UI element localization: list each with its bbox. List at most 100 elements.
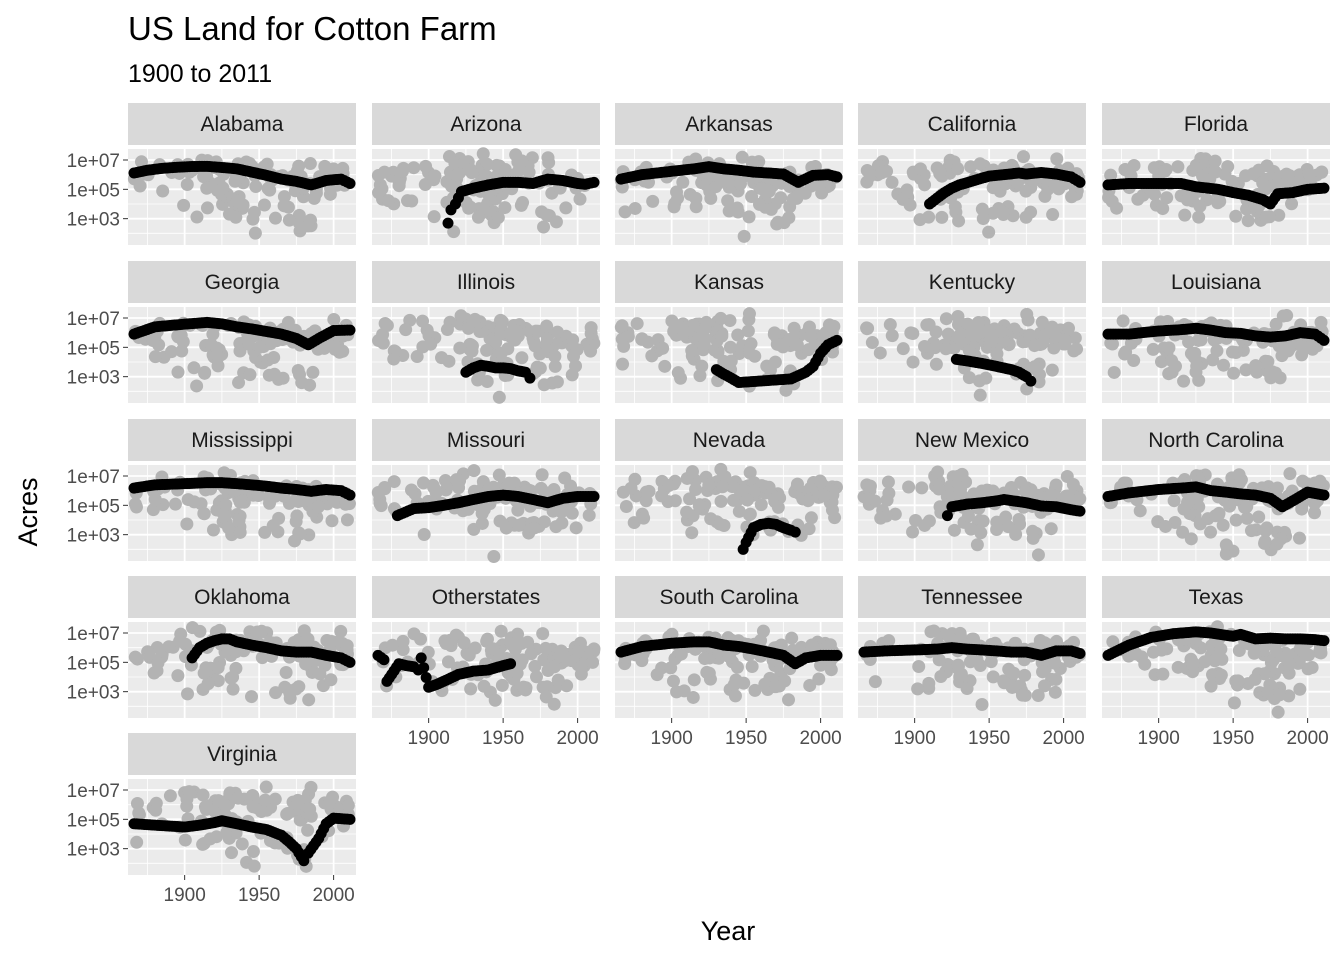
background-point [573,192,587,206]
background-point [1017,150,1031,164]
background-point [748,683,762,697]
background-point [906,327,920,341]
background-point [1046,208,1060,222]
background-point [951,658,965,672]
background-point [1273,371,1287,385]
background-point [763,363,777,377]
background-point [146,503,160,517]
background-point [776,340,790,354]
background-point [666,674,680,688]
background-point [1156,667,1170,681]
background-point [615,319,629,333]
background-point [165,345,179,359]
background-point [1073,492,1087,506]
background-point [1212,648,1226,662]
facet-panel: Mississippi 1e+03 1e+05 1e+07 [67,419,356,561]
facet-strip [128,103,356,145]
background-point [385,638,399,652]
background-point [1002,662,1016,676]
background-point [197,506,211,520]
background-point [457,636,471,650]
background-point [723,340,737,354]
background-point [624,481,638,495]
data-point [1074,505,1086,517]
background-point [1131,192,1145,206]
background-point [492,468,506,482]
background-point [1050,152,1064,166]
facet-strip-label: Illinois [457,271,515,294]
background-point [1229,513,1243,527]
x-tick-label: 1950 [482,728,524,749]
background-point [302,693,316,707]
background-point [1263,210,1277,224]
background-point [324,673,338,687]
y-tick-label: 1e+05 [67,653,120,674]
x-tick-label: 2000 [1042,728,1084,749]
background-point [742,508,756,522]
facet-strip-label: California [928,113,1017,136]
background-point [395,164,409,178]
background-point [477,502,491,516]
background-point [230,172,244,186]
facet-strip [858,576,1086,618]
data-point [418,662,430,674]
background-point [764,202,778,216]
data-point [1318,635,1330,647]
background-point [1107,365,1121,379]
background-point [733,177,747,191]
background-point [417,527,431,541]
facet-panel: Texas 1900 1950 2000 [1102,576,1330,749]
background-point [865,336,879,350]
background-point [226,670,240,684]
background-point [440,323,454,337]
background-point [986,484,1000,498]
background-point [975,325,989,339]
background-point [637,511,651,525]
background-point [405,194,419,208]
background-point [550,375,564,389]
background-point [269,686,283,700]
background-point [745,659,759,673]
background-point [1225,345,1239,359]
background-point [1283,467,1297,481]
facet-strip-label: Louisiana [1171,271,1261,294]
background-point [542,155,556,169]
x-tick-label: 1900 [1138,728,1180,749]
background-point [922,514,936,528]
background-point [233,495,247,509]
background-point [280,807,294,821]
background-point [617,339,631,353]
background-point [487,550,501,564]
background-point [664,661,678,675]
data-point [588,176,600,188]
background-point [686,318,700,332]
background-point [787,321,801,335]
background-point [399,323,413,337]
facet-strip-label: Virginia [207,743,277,766]
background-point [327,162,341,176]
background-point [812,672,826,686]
background-point [974,526,988,540]
y-tick-label: 1e+07 [67,624,120,645]
data-point [344,813,356,825]
y-tick-label: 1e+07 [67,781,120,802]
background-point [824,663,838,677]
background-point [934,670,948,684]
background-point [1188,346,1202,360]
background-point [206,327,220,341]
background-point [1258,536,1272,550]
background-point [1045,320,1059,334]
background-point [211,359,225,373]
background-point [724,354,738,368]
background-point [1146,645,1160,659]
data-point [344,177,356,189]
background-point [537,378,551,392]
facet-strip-label: Arkansas [685,113,773,136]
data-point [1074,648,1086,660]
background-point [1068,331,1082,345]
background-point [1171,660,1185,674]
background-point [253,340,267,354]
background-point [674,647,688,661]
background-point [616,357,630,371]
background-point [427,210,441,224]
